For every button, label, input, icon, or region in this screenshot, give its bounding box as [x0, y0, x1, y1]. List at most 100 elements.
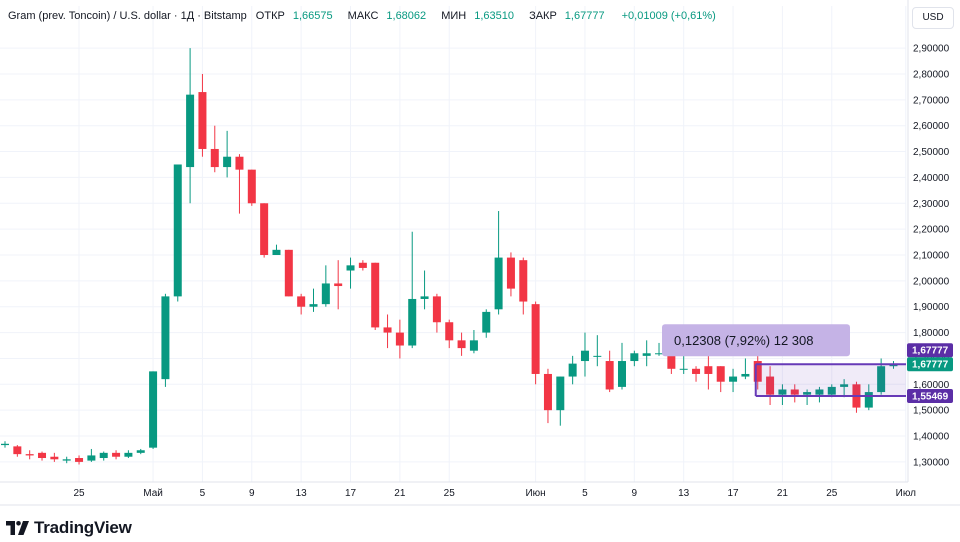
candle-body[interactable] — [482, 311, 491, 333]
candle-body[interactable] — [173, 164, 182, 297]
candle[interactable] — [469, 330, 478, 354]
candle-body[interactable] — [13, 446, 22, 455]
candle-body[interactable] — [136, 450, 145, 453]
candle-body[interactable] — [815, 389, 824, 395]
candle-body[interactable] — [519, 260, 528, 302]
candle[interactable] — [605, 350, 614, 393]
candle[interactable] — [420, 270, 429, 310]
candle-body[interactable] — [580, 350, 589, 362]
candle[interactable] — [309, 288, 318, 312]
candle[interactable] — [38, 451, 47, 461]
price-axis[interactable]: 2,90000 2,80000 2,70000 2,60000 2,50000 2,400… — [907, 44, 953, 469]
candle[interactable] — [864, 384, 873, 411]
candle[interactable] — [173, 164, 182, 302]
candle[interactable] — [457, 332, 466, 356]
candle-body[interactable] — [605, 361, 614, 390]
candle[interactable] — [556, 376, 565, 426]
candle[interactable] — [580, 332, 589, 377]
candle[interactable] — [297, 293, 306, 315]
candle-body[interactable] — [790, 389, 799, 395]
candle-body[interactable] — [223, 156, 232, 168]
candle[interactable] — [25, 450, 34, 460]
candle[interactable] — [346, 257, 355, 289]
candle[interactable] — [790, 384, 799, 403]
candle[interactable] — [642, 340, 651, 367]
candle[interactable] — [692, 366, 701, 382]
candle-body[interactable] — [371, 262, 380, 328]
candle-body[interactable] — [778, 389, 787, 395]
candle-body[interactable] — [149, 371, 158, 448]
candle[interactable] — [618, 342, 626, 390]
candle-body[interactable] — [766, 376, 775, 395]
candle-body[interactable] — [50, 456, 59, 460]
measure-info-box[interactable] — [662, 324, 850, 357]
candle[interactable] — [716, 366, 725, 393]
candle[interactable] — [753, 355, 762, 390]
candle-body[interactable] — [112, 452, 121, 457]
candle-body[interactable] — [877, 366, 886, 393]
candle-body[interactable] — [260, 203, 269, 255]
candle-body[interactable] — [395, 332, 404, 346]
candle-body[interactable] — [247, 169, 256, 204]
candle[interactable] — [519, 257, 528, 315]
candle-body[interactable] — [692, 368, 701, 374]
candle[interactable] — [223, 130, 232, 178]
candle[interactable] — [494, 211, 503, 315]
candle[interactable] — [371, 262, 380, 330]
candle-body[interactable] — [494, 257, 503, 310]
candle[interactable] — [543, 368, 552, 424]
candle-body[interactable] — [642, 353, 651, 356]
candle-body[interactable] — [679, 368, 688, 370]
candle[interactable] — [1, 441, 9, 448]
candle[interactable] — [358, 260, 367, 271]
candle[interactable] — [445, 319, 454, 349]
candle-body[interactable] — [840, 384, 849, 387]
candle[interactable] — [506, 252, 515, 297]
candle[interactable] — [247, 169, 256, 206]
candle[interactable] — [136, 448, 145, 455]
candle-body[interactable] — [753, 361, 762, 382]
candle[interactable] — [210, 125, 219, 173]
candle[interactable] — [50, 452, 59, 462]
measure-tool[interactable]: 0,12308 (7,92%) 12 308 — [662, 324, 906, 398]
tradingview-logo[interactable]: TradingView — [6, 518, 132, 538]
candle-body[interactable] — [235, 156, 244, 170]
candle-body[interactable] — [704, 366, 713, 374]
candle-body[interactable] — [161, 296, 170, 380]
candle-body[interactable] — [87, 455, 96, 461]
candle-body[interactable] — [198, 92, 207, 149]
candle[interactable] — [334, 260, 343, 310]
candle-body[interactable] — [506, 257, 515, 289]
candle-body[interactable] — [272, 249, 281, 255]
candle-body[interactable] — [383, 327, 392, 333]
candle-body[interactable] — [25, 454, 34, 456]
candle-body[interactable] — [1, 443, 9, 446]
candle-body[interactable] — [75, 458, 84, 462]
candle-body[interactable] — [334, 283, 343, 287]
candle-body[interactable] — [358, 262, 367, 268]
candle[interactable] — [186, 48, 195, 204]
candle[interactable] — [531, 301, 540, 385]
candle-body[interactable] — [667, 350, 676, 369]
candle-body[interactable] — [432, 296, 441, 323]
candle-body[interactable] — [284, 249, 293, 297]
candle-body[interactable] — [457, 340, 466, 349]
candle[interactable] — [803, 389, 812, 405]
candle[interactable] — [87, 448, 96, 462]
candle-body[interactable] — [420, 296, 429, 299]
candle[interactable] — [408, 231, 417, 349]
candle[interactable] — [284, 249, 293, 297]
candle[interactable] — [630, 350, 639, 367]
candle-body[interactable] — [716, 366, 725, 382]
currency-button[interactable]: USD — [912, 7, 954, 29]
candle-body[interactable] — [210, 148, 219, 168]
candle[interactable] — [260, 203, 269, 258]
time-axis[interactable]: 25 Май 5 9 13 17 21 25 Июн 5 9 13 17 21 25 Июл — [73, 488, 916, 499]
candle-body[interactable] — [655, 353, 664, 355]
candle-body[interactable] — [99, 452, 108, 459]
candle[interactable] — [75, 455, 84, 465]
candle-body[interactable] — [309, 304, 318, 307]
candle-body[interactable] — [618, 361, 626, 387]
candle-body[interactable] — [38, 452, 47, 459]
